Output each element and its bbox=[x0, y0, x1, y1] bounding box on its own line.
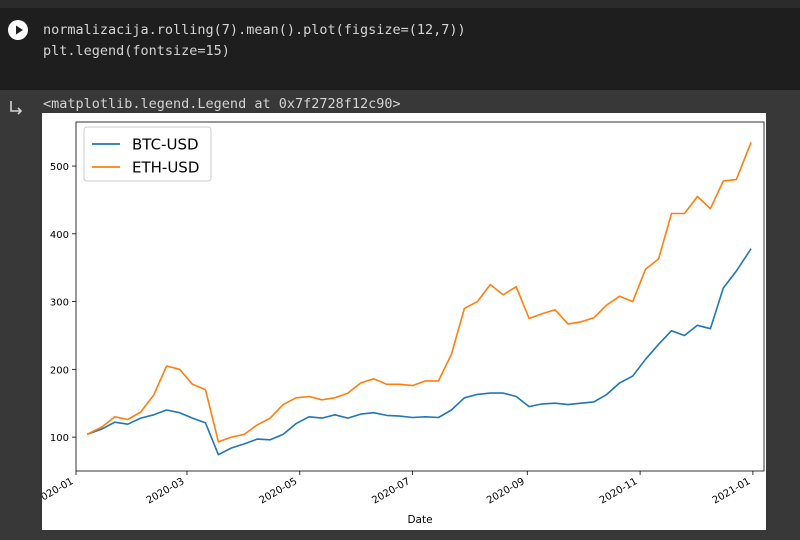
run-cell-button[interactable] bbox=[8, 20, 28, 40]
x-tick-label: 2020-03 bbox=[145, 476, 187, 506]
series-line-eth-usd bbox=[86, 142, 752, 443]
x-tick-label: 2020-09 bbox=[485, 476, 527, 506]
x-tick-label: 2020-01 bbox=[42, 476, 76, 506]
plot-frame bbox=[75, 121, 765, 472]
figure: 100 200 300 400 500 2020-01 2020-03 2020-05 2020… bbox=[42, 113, 766, 530]
output-text: <matplotlib.legend.Legend at 0x7f2728f12… bbox=[43, 96, 401, 112]
x-tick-label: 2020-07 bbox=[370, 476, 412, 506]
x-tick-label: 2020-11 bbox=[598, 476, 640, 506]
output-arrow-icon[interactable] bbox=[8, 98, 26, 116]
code-cell[interactable]: normalizacija.rolling(7).mean().plot(fig… bbox=[0, 8, 800, 90]
series-line-btc-usd bbox=[86, 248, 752, 456]
y-tick-label: 300 bbox=[50, 298, 69, 309]
output-area: <matplotlib.legend.Legend at 0x7f2728f12… bbox=[0, 90, 800, 540]
play-icon bbox=[16, 25, 23, 35]
line-chart: 100 200 300 400 500 2020-01 2020-03 2020-05 2020… bbox=[42, 121, 765, 526]
x-axis-label: Date bbox=[407, 514, 432, 526]
y-tick-label: 200 bbox=[50, 365, 69, 376]
legend-label: ETH-USD bbox=[132, 159, 199, 177]
code-line: normalizacija.rolling(7).mean().plot(fig… bbox=[43, 22, 466, 38]
x-tick-label: 2021-01 bbox=[711, 476, 753, 506]
y-tick-label: 400 bbox=[50, 230, 69, 241]
y-tick-label: 100 bbox=[50, 433, 69, 444]
x-tick-label: 2020-05 bbox=[258, 476, 300, 506]
legend-label: BTC-USD bbox=[132, 136, 199, 154]
code-editor[interactable]: normalizacija.rolling(7).mean().plot(fig… bbox=[43, 20, 466, 62]
y-tick-label: 500 bbox=[50, 162, 69, 173]
code-line: plt.legend(fontsize=15) bbox=[43, 43, 230, 59]
